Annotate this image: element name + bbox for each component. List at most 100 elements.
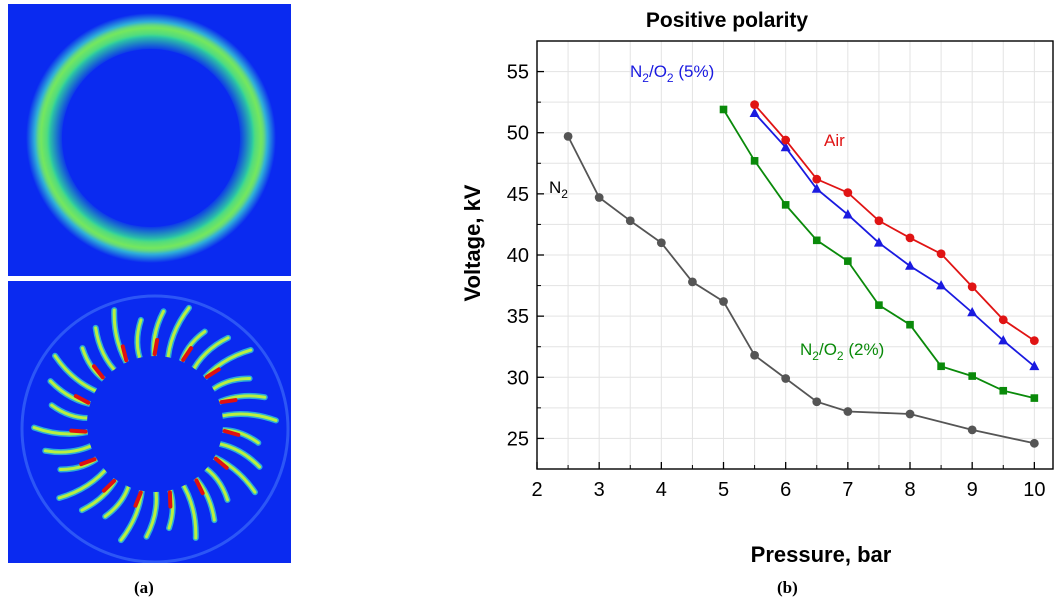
data-point-n2-o2-2 — [812, 236, 821, 245]
x-tick-label: 2 — [531, 479, 542, 501]
annotation-n2o2-5-sub1: 2 — [642, 71, 649, 85]
data-point-air — [781, 135, 791, 145]
streamer-hot — [219, 398, 238, 405]
annotation-n2-sub: 2 — [561, 187, 568, 201]
x-tick-label: 6 — [780, 479, 791, 501]
series-line-air — [753, 104, 1035, 342]
data-point-n2 — [688, 277, 697, 287]
annotation-n2o2-2-sub2: 2 — [837, 349, 844, 363]
x-tick-label: 7 — [842, 479, 853, 501]
annotation-n2o2-5-n: N — [630, 62, 642, 81]
data-point-air — [843, 188, 853, 198]
data-point-n2 — [656, 238, 666, 248]
streamer-hot — [73, 394, 91, 405]
data-point-n2 — [812, 397, 822, 407]
series-line-n2-o2-5 — [753, 112, 1035, 367]
data-point-air — [750, 100, 759, 109]
data-point-n2-o2-2 — [968, 372, 976, 380]
data-point-n2-o2-5 — [967, 306, 978, 317]
annotation-air: Air — [824, 131, 845, 150]
data-point-air — [905, 233, 915, 243]
annotation-n2: N2 — [549, 178, 568, 201]
y-tick-label: 45 — [507, 184, 529, 206]
streamer-hot — [92, 364, 105, 380]
streamer-hot — [167, 490, 173, 509]
data-point-air — [967, 282, 977, 292]
data-point-n2-o2-2 — [750, 157, 759, 165]
annotation-n2-base: N — [549, 178, 561, 197]
streamer-hot — [69, 428, 88, 434]
chart-title: Positive polarity — [646, 9, 809, 32]
data-point-n2-o2-5 — [811, 183, 822, 193]
streamer-hot — [194, 478, 205, 496]
caption-a: (a) — [134, 578, 154, 597]
annotation-n2o2-5: N2/O2 (5%) — [630, 62, 714, 85]
data-point-n2-o2-5 — [936, 280, 947, 290]
caption-b: (b) — [777, 578, 798, 597]
streamer-hot — [152, 338, 160, 357]
discharge-images-panel — [8, 4, 291, 563]
data-point-air — [874, 216, 884, 226]
data-point-n2-o2-2 — [937, 362, 945, 371]
data-point-n2 — [625, 216, 635, 226]
data-point-air — [998, 315, 1008, 325]
x-tick-label: 10 — [1023, 479, 1045, 501]
annotation-n2o2-2-n: N — [800, 340, 812, 359]
streamer-hot — [133, 490, 143, 508]
data-point-n2-o2-2 — [875, 301, 883, 309]
annotation-n2o2-2: N2/O2 (2%) — [800, 340, 884, 363]
y-tick-label: 30 — [507, 367, 529, 389]
y-tick-label: 25 — [507, 428, 529, 450]
data-point-n2 — [563, 131, 573, 141]
data-point-n2 — [719, 297, 728, 306]
data-point-n2 — [1029, 438, 1039, 448]
streamer-image — [8, 281, 291, 563]
data-point-n2-o2-5 — [998, 335, 1009, 345]
streamer-hot — [181, 346, 194, 362]
streamer-hot — [204, 367, 221, 379]
data-point-n2 — [843, 407, 853, 416]
data-point-n2-o2-5 — [749, 107, 760, 117]
annotation-n2o2-2-rest: (2%) — [844, 340, 885, 359]
streamer-hot — [213, 456, 229, 470]
x-tick-label: 3 — [594, 479, 605, 501]
data-point-n2 — [967, 425, 977, 435]
data-point-n2 — [750, 350, 759, 360]
streamer-hot — [79, 457, 97, 467]
data-point-n2-o2-2 — [844, 257, 852, 265]
annotation-n2o2-5-rest: (5%) — [674, 62, 715, 81]
data-point-n2-o2-2 — [999, 386, 1008, 395]
data-point-n2-o2-5 — [842, 209, 853, 219]
data-point-n2-o2-5 — [873, 237, 884, 247]
y-axis-label: Voltage, kV — [460, 184, 485, 301]
data-point-n2-o2-5 — [1029, 360, 1040, 371]
data-point-air — [936, 249, 946, 259]
data-point-n2-o2-2 — [906, 320, 914, 329]
data-point-n2 — [781, 374, 791, 383]
data-point-n2-o2-2 — [781, 201, 790, 209]
series-line-n2 — [567, 135, 1035, 445]
data-point-n2-o2-2 — [719, 105, 728, 114]
data-point-n2-o2-5 — [780, 141, 791, 152]
x-tick-label: 4 — [656, 479, 667, 501]
x-tick-label: 9 — [967, 479, 978, 501]
streamer-hot — [222, 428, 241, 437]
data-point-n2-o2-5 — [905, 260, 916, 270]
y-tick-label: 55 — [507, 62, 529, 84]
annotation-n2o2-5-o: /O — [649, 62, 667, 81]
x-tick-label: 5 — [718, 479, 729, 501]
data-point-air — [812, 174, 822, 184]
data-point-air — [1029, 336, 1039, 345]
y-tick-label: 40 — [507, 245, 529, 267]
data-point-n2-o2-2 — [1030, 394, 1039, 402]
chart-series — [563, 100, 1040, 448]
annotation-n2o2-5-sub2: 2 — [667, 71, 674, 85]
diffuse-ring-image — [8, 4, 291, 276]
data-point-n2 — [905, 409, 915, 419]
x-axis-label: Pressure, bar — [751, 542, 892, 567]
x-tick-label: 8 — [904, 479, 915, 501]
data-point-n2 — [594, 193, 604, 202]
streamer-hot — [120, 344, 129, 363]
y-tick-label: 35 — [507, 306, 529, 328]
